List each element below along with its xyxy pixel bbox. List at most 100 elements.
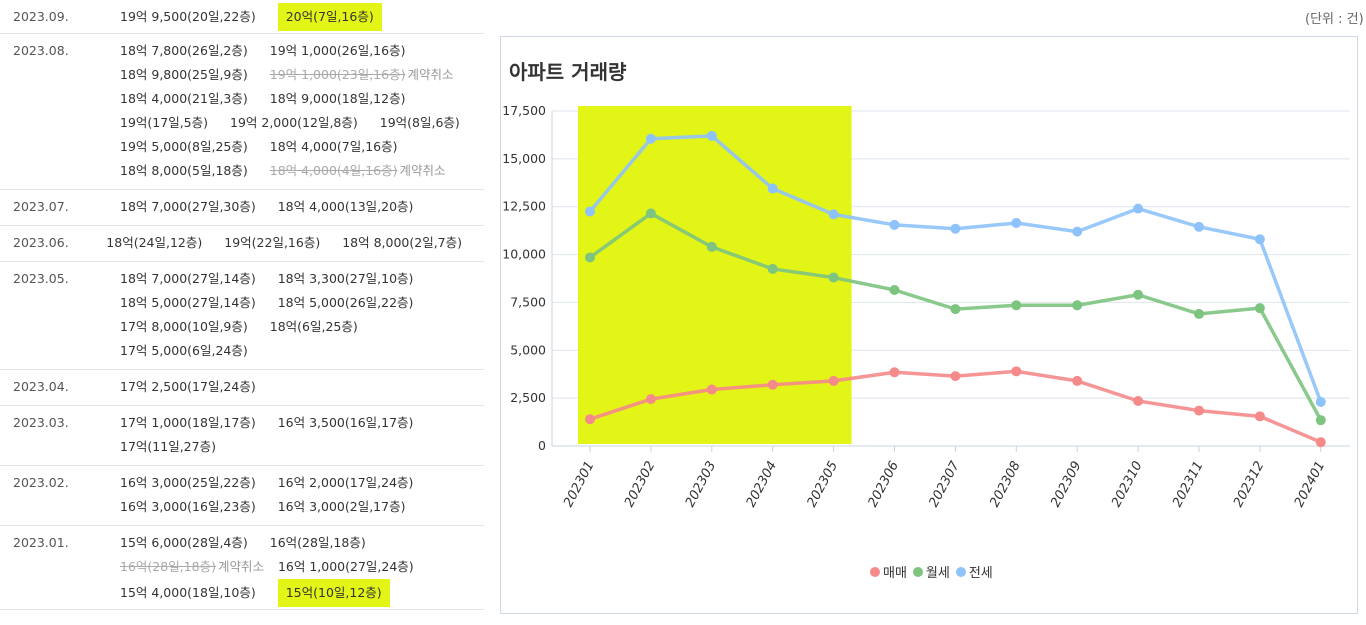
data-point (1011, 300, 1022, 311)
transaction-line: 17억(11일,27층) (120, 435, 484, 459)
transaction-price: 18억 7,000(27일,14층) (120, 271, 256, 286)
data-point (585, 252, 595, 263)
x-tick-label: 202311 (1170, 459, 1207, 510)
cancelled-transaction: 16억(28일,18층) (120, 559, 216, 574)
data-point (1315, 437, 1326, 448)
transaction-price: 18억 4,000(21일,3층) (120, 91, 248, 106)
cancel-note: 계약취소 (407, 67, 454, 82)
transaction-price: 19억 9,500(20일,22층) (120, 9, 256, 24)
transaction-price: 18억 5,000(26일,22층) (277, 295, 414, 310)
transaction-price: 18억 4,000(7일,16층) (269, 139, 398, 154)
transaction-line: 18억(24일,12층) 19억(22일,16층) 18억 8,000(2일,7층) (106, 231, 484, 255)
data-point (767, 379, 778, 390)
x-tick-label: 202310 (1109, 459, 1146, 510)
data-point (1072, 226, 1083, 237)
data-point (1194, 221, 1204, 232)
y-tick-label: 10,000 (502, 247, 546, 262)
transaction-entries: 16억 3,000(25일,22층) 16억 2,000(17일,24층) 16억 … (108, 466, 484, 525)
transaction-month: 2023.06. (13, 235, 69, 250)
data-point (1315, 396, 1326, 407)
data-point (706, 130, 717, 141)
transaction-month: 2023.04. (13, 379, 69, 394)
transaction-line: 18억 5,000(27일,14층) 18억 5,000(26일,22층) (120, 291, 484, 315)
data-point (828, 272, 839, 283)
transaction-price: 19억(17일,5층) (120, 115, 208, 130)
transaction-price: 17억 1,000(18일,17층) (120, 415, 256, 430)
data-point (767, 183, 778, 194)
cancelled-transaction: 19억 1,000(23일,16층) (269, 67, 406, 82)
transaction-month: 2023.07. (13, 199, 69, 214)
y-tick-label: 12,500 (502, 199, 546, 214)
transaction-price: 18억 9,000(18일,12층) (269, 91, 406, 106)
legend-item[interactable]: 전세 (955, 562, 993, 581)
transaction-price: 18억 3,300(27일,10층) (277, 271, 414, 286)
data-point (889, 219, 900, 230)
data-point (1133, 203, 1144, 214)
data-point (1194, 308, 1204, 319)
cancelled-transaction: 18억 4,000(4일,16층) (269, 163, 398, 178)
data-point (1254, 411, 1265, 422)
legend-dot-icon (912, 566, 923, 577)
data-point (1194, 405, 1204, 416)
data-point (1133, 396, 1144, 407)
transaction-price: 15억 4,000(18일,10층) (120, 585, 256, 600)
x-tick-label: 202309 (1048, 459, 1085, 510)
transaction-row: 2023.06. 18억(24일,12층) 19억(22일,16층) 18억 8,00… (0, 226, 484, 262)
data-point (889, 284, 900, 295)
y-tick-label: 5,000 (510, 342, 546, 357)
transaction-price: 17억 5,000(6일,24층) (120, 343, 248, 358)
transaction-month: 2023.09. (13, 9, 69, 24)
data-point (950, 223, 961, 234)
transaction-price: 16억 3,500(16일,17층) (277, 415, 414, 430)
data-point (1011, 217, 1022, 228)
data-point (1254, 303, 1265, 314)
transaction-line: 15억 6,000(28일,4층) 16억(28일,18층) (120, 531, 484, 555)
transaction-entries: 15억 6,000(28일,4층) 16억(28일,18층) 16억(28일,18층… (108, 526, 484, 609)
transaction-line: 18억 8,000(5일,18층) 18억 4,000(4일,16층) 계약취소 (120, 159, 484, 183)
transaction-row: 2023.08. 18억 7,800(26일,2층) 19억 1,000(26일,1… (0, 34, 484, 190)
data-point (1072, 300, 1083, 311)
transaction-price: 19억 5,000(8일,25층) (120, 139, 248, 154)
transaction-line: 15억 4,000(18일,10층) 15억(10일,12층) (120, 579, 484, 607)
transaction-row: 2023.07. 18억 7,000(27일,30층) 18억 4,000(13일,… (0, 190, 484, 226)
transaction-price: 18억(24일,12층) (106, 235, 203, 250)
data-point (645, 394, 656, 405)
transaction-row: 2023.02. 16억 3,000(25일,22층) 16억 2,000(17일,… (0, 466, 484, 526)
transaction-price: 18억 7,000(27일,30층) (120, 199, 256, 214)
legend-dot-icon (955, 566, 966, 577)
x-tick-label: 202401 (1292, 459, 1329, 510)
data-point (1315, 415, 1326, 426)
data-point (585, 414, 595, 425)
transaction-price: 18억 9,800(25일,9층) (120, 67, 248, 82)
transaction-list: 2023.09. 19억 9,500(20일,22층) 20억(7일,16층) 202… (0, 0, 484, 610)
legend-dot-icon (870, 566, 880, 577)
transaction-price: 15억 6,000(28일,4층) (120, 535, 248, 550)
transaction-entries: 18억 7,800(26일,2층) 19억 1,000(26일,16층) 18억 9… (108, 34, 484, 189)
unit-label: (단위 : 건) (1305, 12, 1364, 27)
x-tick-label: 202303 (683, 459, 720, 510)
transaction-entries: 18억(24일,12층) 19억(22일,16층) 18억 8,000(2일,7층) (94, 226, 484, 261)
legend-item[interactable]: 매매 (870, 562, 907, 581)
transaction-line: 17억 1,000(18일,17층) 16억 3,500(16일,17층) (120, 411, 484, 435)
transaction-price: 16억 3,000(16일,23층) (120, 499, 256, 514)
transaction-price: 15억(10일,12층) (277, 579, 390, 607)
transaction-row: 2023.01. 15억 6,000(28일,4층) 16억(28일,18층) 16억… (0, 526, 484, 610)
chart-title: 아파트 거래량 (509, 60, 627, 84)
transaction-price: 16억 1,000(27일,24층) (277, 559, 414, 574)
transaction-price: 16억(28일,18층) (269, 535, 366, 550)
transaction-price: 18억 5,000(27일,14층) (120, 295, 256, 310)
data-point (645, 133, 656, 144)
transaction-line: 18억 7,800(26일,2층) 19억 1,000(26일,16층) (120, 39, 484, 63)
transaction-row: 2023.09. 19억 9,500(20일,22층) 20억(7일,16층) (0, 0, 484, 34)
transaction-row: 2023.03. 17억 1,000(18일,17층) 16억 3,500(16일,… (0, 406, 484, 466)
legend-label: 매매 (883, 566, 907, 581)
transaction-price: 19억(22일,16층) (224, 235, 321, 250)
transaction-price: 19억 1,000(26일,16층) (269, 43, 406, 58)
legend-item[interactable]: 월세 (912, 562, 950, 581)
x-tick-label: 202312 (1231, 459, 1268, 510)
x-tick-label: 202302 (622, 459, 659, 510)
cancel-note: 계약취소 (399, 163, 446, 178)
y-tick-label: 0 (538, 438, 546, 453)
x-tick-label: 202307 (926, 458, 963, 510)
